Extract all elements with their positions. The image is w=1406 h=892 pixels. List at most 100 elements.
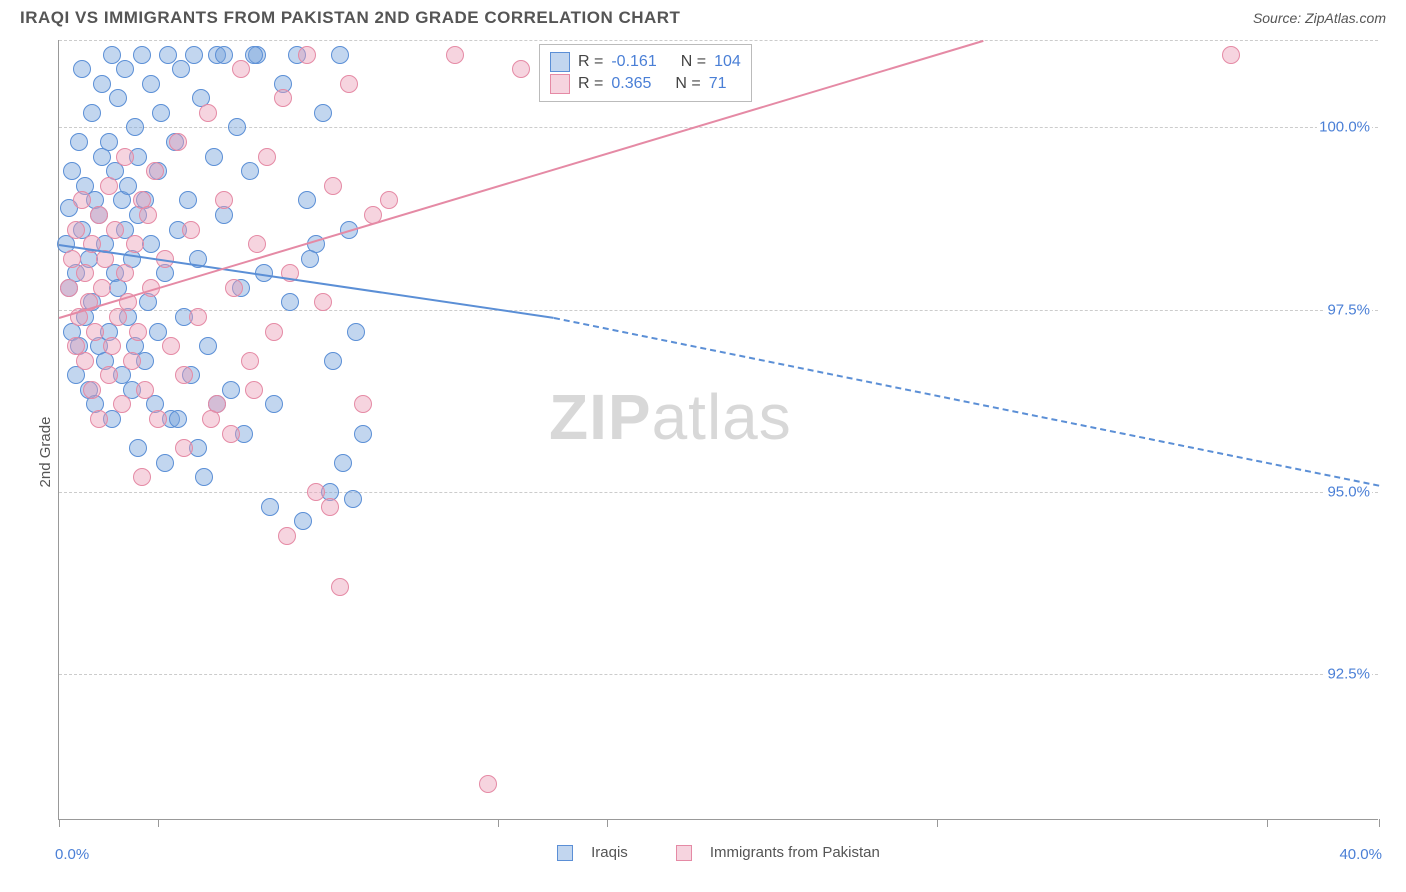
data-point-pakistan: [162, 337, 180, 355]
gridline: [59, 492, 1378, 493]
data-point-iraqis: [129, 439, 147, 457]
data-point-pakistan: [123, 352, 141, 370]
data-point-iraqis: [222, 381, 240, 399]
data-point-iraqis: [195, 468, 213, 486]
data-point-pakistan: [446, 46, 464, 64]
data-point-pakistan: [512, 60, 530, 78]
legend-label-iraqis: Iraqis: [591, 844, 628, 861]
data-point-iraqis: [354, 425, 372, 443]
data-point-iraqis: [70, 133, 88, 151]
data-point-pakistan: [215, 191, 233, 209]
data-point-iraqis: [298, 191, 316, 209]
data-point-iraqis: [261, 498, 279, 516]
data-point-iraqis: [73, 60, 91, 78]
data-point-pakistan: [182, 221, 200, 239]
data-point-pakistan: [258, 148, 276, 166]
x-tick: [59, 819, 60, 827]
data-point-pakistan: [100, 177, 118, 195]
y-tick-label: 95.0%: [1325, 483, 1372, 500]
data-point-pakistan: [225, 279, 243, 297]
data-point-pakistan: [116, 148, 134, 166]
data-point-pakistan: [331, 578, 349, 596]
data-point-iraqis: [281, 293, 299, 311]
data-point-iraqis: [265, 395, 283, 413]
watermark: ZIPatlas: [549, 380, 792, 454]
data-point-iraqis: [241, 162, 259, 180]
data-point-iraqis: [103, 46, 121, 64]
data-point-pakistan: [189, 308, 207, 326]
plot-area: 92.5% 95.0% 97.5% 100.0% ZIPatlas R = -0.16…: [58, 40, 1378, 820]
source-label: Source: ZipAtlas.com: [1253, 10, 1386, 26]
chart-title: IRAQI VS IMMIGRANTS FROM PAKISTAN 2ND GR…: [20, 8, 680, 28]
data-point-pakistan: [202, 410, 220, 428]
correlation-legend: R = -0.161 N = 104 R = 0.365 N = 71: [539, 44, 752, 102]
data-point-iraqis: [344, 490, 362, 508]
y-tick-label: 97.5%: [1325, 301, 1372, 318]
x-tick: [1267, 819, 1268, 827]
data-point-pakistan: [248, 235, 266, 253]
data-point-iraqis: [142, 75, 160, 93]
data-point-iraqis: [199, 337, 217, 355]
data-point-iraqis: [314, 104, 332, 122]
data-point-pakistan: [232, 60, 250, 78]
swatch-iraqis-bottom: [557, 845, 573, 861]
gridline: [59, 40, 1378, 41]
gridline: [59, 674, 1378, 675]
data-point-pakistan: [340, 75, 358, 93]
data-point-pakistan: [116, 264, 134, 282]
data-point-pakistan: [175, 366, 193, 384]
n-value-pakistan: 71: [709, 73, 727, 95]
data-point-pakistan: [265, 323, 283, 341]
gridline: [59, 127, 1378, 128]
y-tick-label: 100.0%: [1317, 119, 1372, 136]
y-tick-label: 92.5%: [1325, 666, 1372, 683]
data-point-pakistan: [149, 410, 167, 428]
data-point-pakistan: [324, 177, 342, 195]
data-point-iraqis: [331, 46, 349, 64]
x-tick: [1379, 819, 1380, 827]
swatch-pakistan: [550, 74, 570, 94]
data-point-iraqis: [185, 46, 203, 64]
data-point-iraqis: [109, 89, 127, 107]
data-point-iraqis: [347, 323, 365, 341]
data-point-pakistan: [146, 162, 164, 180]
x-tick: [158, 819, 159, 827]
data-point-pakistan: [133, 468, 151, 486]
data-point-pakistan: [63, 250, 81, 268]
data-point-pakistan: [113, 395, 131, 413]
x-min-label: 0.0%: [55, 846, 89, 863]
data-point-pakistan: [298, 46, 316, 64]
data-point-pakistan: [169, 133, 187, 151]
data-point-iraqis: [93, 75, 111, 93]
data-point-pakistan: [90, 206, 108, 224]
data-point-pakistan: [86, 323, 104, 341]
r-label: R =: [578, 51, 603, 73]
data-point-iraqis: [100, 133, 118, 151]
data-point-iraqis: [126, 118, 144, 136]
data-point-pakistan: [175, 439, 193, 457]
n-label: N =: [681, 51, 706, 73]
data-point-iraqis: [156, 454, 174, 472]
data-point-iraqis: [159, 46, 177, 64]
data-point-iraqis: [215, 46, 233, 64]
data-point-pakistan: [76, 264, 94, 282]
data-point-iraqis: [228, 118, 246, 136]
data-point-iraqis: [179, 191, 197, 209]
data-point-pakistan: [90, 410, 108, 428]
data-point-pakistan: [60, 279, 78, 297]
data-point-pakistan: [199, 104, 217, 122]
data-point-pakistan: [245, 381, 263, 399]
data-point-pakistan: [129, 323, 147, 341]
data-point-pakistan: [139, 206, 157, 224]
r-value-pakistan: 0.365: [611, 73, 651, 95]
chart-header: IRAQI VS IMMIGRANTS FROM PAKISTAN 2ND GR…: [0, 0, 1406, 32]
data-point-iraqis: [119, 177, 137, 195]
data-point-iraqis: [245, 46, 263, 64]
r-value-iraqis: -0.161: [611, 51, 656, 73]
data-point-pakistan: [479, 775, 497, 793]
data-point-pakistan: [278, 527, 296, 545]
data-point-pakistan: [222, 425, 240, 443]
x-tick: [937, 819, 938, 827]
data-point-iraqis: [149, 323, 167, 341]
data-point-pakistan: [307, 483, 325, 501]
